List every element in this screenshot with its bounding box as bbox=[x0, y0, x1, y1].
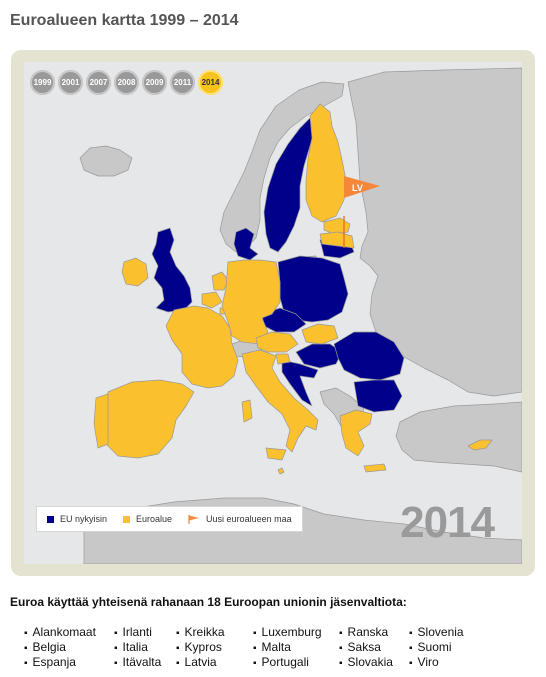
euro-color-swatch bbox=[123, 515, 131, 523]
country-belgium bbox=[201, 291, 223, 309]
year-button-2007[interactable]: 2007 bbox=[86, 70, 111, 95]
page-title: Euroalueen kartta 1999 – 2014 bbox=[10, 12, 239, 29]
list-item: Irlanti bbox=[114, 625, 176, 640]
year-button-2008[interactable]: 2008 bbox=[114, 70, 139, 95]
region-sicily bbox=[265, 447, 287, 461]
country-italy bbox=[241, 349, 319, 453]
map-legend: EU nykyisin Euroalue Uusi euroalueen maa bbox=[36, 506, 303, 532]
legend-item-euro: Euroalue bbox=[123, 514, 172, 524]
list-item: Malta bbox=[253, 640, 339, 655]
orange-flag-icon bbox=[188, 514, 200, 524]
country-latvia bbox=[319, 231, 355, 249]
list-item: Ranska bbox=[339, 625, 409, 640]
legend-label-eu: EU nykyisin bbox=[60, 514, 108, 524]
selected-year-display: 2014 bbox=[400, 498, 495, 547]
list-item: Alankomaat bbox=[24, 625, 114, 640]
list-item: Luxemburg bbox=[253, 625, 339, 640]
country-portugal bbox=[93, 393, 109, 449]
country-france bbox=[165, 305, 239, 389]
euro-country-list: Alankomaat Belgia Espanja Irlanti Italia… bbox=[24, 625, 479, 670]
country-bulgaria bbox=[353, 379, 403, 413]
year-button-1999[interactable]: 1999 bbox=[30, 70, 55, 95]
europe-map: 1999 2001 2007 2008 2009 2011 2014 bbox=[24, 62, 522, 564]
country-uk bbox=[151, 227, 193, 313]
year-selector: 1999 2001 2007 2008 2009 2011 2014 bbox=[30, 70, 223, 95]
list-item: Saksa bbox=[339, 640, 409, 655]
country-germany bbox=[221, 259, 281, 345]
list-item: Suomi bbox=[409, 640, 479, 655]
country-slovakia bbox=[301, 323, 339, 345]
country-spain bbox=[105, 379, 195, 459]
list-item: Belgia bbox=[24, 640, 114, 655]
list-item: Slovenia bbox=[409, 625, 479, 640]
new-member-label: LV bbox=[352, 183, 363, 193]
country-netherlands bbox=[211, 271, 229, 291]
country-turkey bbox=[395, 401, 522, 473]
list-item: Latvia bbox=[176, 655, 253, 670]
intro-text: Euroa käyttää yhteisenä rahanaan 18 Euro… bbox=[10, 595, 407, 609]
country-greece bbox=[339, 409, 373, 457]
country-poland bbox=[277, 255, 349, 323]
country-norway bbox=[219, 81, 345, 253]
country-romania bbox=[333, 331, 405, 381]
year-button-2014[interactable]: 2014 bbox=[198, 70, 223, 95]
country-austria bbox=[255, 331, 299, 353]
region-crete bbox=[363, 463, 387, 473]
list-item: Italia bbox=[114, 640, 176, 655]
list-item: Viro bbox=[409, 655, 479, 670]
country-finland bbox=[305, 103, 347, 223]
country-croatia bbox=[281, 359, 319, 407]
region-sardinia bbox=[241, 399, 253, 423]
legend-label-new: Uusi euroalueen maa bbox=[206, 514, 292, 524]
country-slovenia bbox=[275, 353, 291, 365]
legend-item-eu: EU nykyisin bbox=[47, 514, 107, 524]
list-item: Kreikka bbox=[176, 625, 253, 640]
map-frame: 1999 2001 2007 2008 2009 2011 2014 bbox=[11, 50, 535, 576]
country-iceland bbox=[79, 145, 133, 177]
country-malta bbox=[277, 467, 285, 475]
list-item: Portugali bbox=[253, 655, 339, 670]
year-button-2001[interactable]: 2001 bbox=[58, 70, 83, 95]
country-denmark bbox=[233, 227, 259, 261]
list-item: Kypros bbox=[176, 640, 253, 655]
list-item: Slovakia bbox=[339, 655, 409, 670]
new-member-flag-marker: LV bbox=[343, 176, 380, 248]
legend-label-euro: Euroalue bbox=[136, 514, 173, 524]
list-item: Itävalta bbox=[114, 655, 176, 670]
year-button-2009[interactable]: 2009 bbox=[142, 70, 167, 95]
legend-item-new: Uusi euroalueen maa bbox=[188, 514, 292, 524]
country-ireland bbox=[121, 257, 149, 287]
year-button-2011[interactable]: 2011 bbox=[170, 70, 195, 95]
map-svg: LV bbox=[79, 67, 522, 564]
eu-color-swatch bbox=[47, 515, 54, 523]
country-cyprus bbox=[467, 439, 493, 451]
country-estonia bbox=[323, 217, 351, 235]
country-sweden bbox=[263, 117, 317, 253]
list-item: Espanja bbox=[24, 655, 114, 670]
